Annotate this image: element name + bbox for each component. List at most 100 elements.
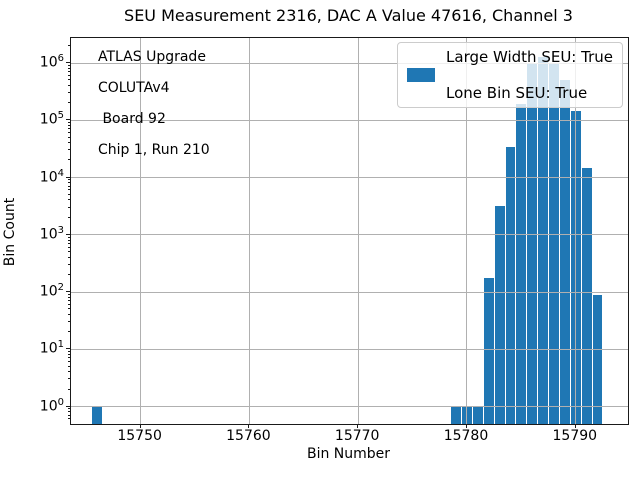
chart-title: SEU Measurement 2316, DAC A Value 47616,… [124, 6, 573, 25]
y-minor-tick-mark [67, 411, 70, 413]
histogram-bar [581, 167, 592, 424]
histogram-bar [592, 294, 603, 424]
x-gridline [575, 38, 577, 424]
y-gridline [71, 62, 628, 64]
x-tick-mark [574, 424, 576, 428]
y-tick-label: 103 [39, 224, 64, 243]
y-gridline [71, 291, 628, 293]
x-tick-label: 15770 [334, 428, 380, 444]
y-minor-tick-mark [67, 236, 70, 238]
y-minor-tick-mark [67, 308, 70, 310]
y-tick-mark [66, 119, 70, 121]
histogram-bar [483, 278, 494, 424]
histogram-bar [527, 64, 538, 424]
y-minor-tick-mark [67, 378, 70, 380]
y-gridline [71, 348, 628, 350]
y-minor-tick-mark [67, 296, 70, 298]
histogram-bar [560, 80, 570, 424]
y-minor-tick-mark [67, 136, 70, 138]
legend-label: Large Width SEU: True Lone Bin SEU: True [446, 48, 613, 102]
y-tick-label: 100 [39, 396, 64, 415]
y-minor-tick-mark [67, 354, 70, 356]
y-minor-tick-mark [67, 79, 70, 81]
y-minor-tick-mark [67, 179, 70, 181]
y-tick-mark [66, 405, 70, 407]
annotation-line-3: Board 92 [98, 111, 166, 127]
y-minor-tick-mark [67, 102, 70, 104]
y-tick-mark [66, 62, 70, 64]
histogram-bar [538, 56, 549, 424]
legend-line-2: Lone Bin SEU: True [446, 84, 588, 102]
y-minor-tick-mark [67, 365, 70, 367]
y-minor-tick-mark [67, 71, 70, 73]
y-minor-tick-mark [67, 132, 70, 134]
x-tick-mark [248, 424, 250, 428]
y-minor-tick-mark [67, 67, 70, 69]
y-minor-tick-mark [67, 242, 70, 244]
x-tick-mark [357, 424, 359, 428]
y-tick-mark [66, 233, 70, 235]
y-minor-tick-mark [67, 216, 70, 218]
y-tick-mark [66, 291, 70, 293]
histogram-bar [494, 206, 505, 424]
x-tick-label: 15760 [226, 428, 271, 444]
histogram-bar [451, 406, 461, 424]
y-tick-label: 101 [39, 339, 64, 358]
y-minor-tick-mark [67, 273, 70, 275]
y-minor-tick-mark [67, 351, 70, 353]
x-axis-label: Bin Number [306, 446, 391, 462]
y-tick-label: 102 [39, 282, 64, 300]
y-minor-tick-mark [67, 74, 70, 76]
y-minor-tick-mark [67, 300, 70, 302]
y-minor-tick-mark [67, 371, 70, 373]
y-minor-tick-mark [67, 246, 70, 248]
y-minor-tick-mark [67, 263, 70, 265]
y-tick-label: 105 [39, 110, 64, 129]
annotation-line-4: Chip 1, Run 210 [98, 142, 210, 158]
x-tick-mark [139, 424, 141, 428]
y-minor-tick-mark [67, 92, 70, 94]
y-minor-tick-mark [67, 193, 70, 195]
x-gridline [248, 38, 250, 424]
legend: Large Width SEU: True Lone Bin SEU: True [397, 42, 623, 108]
legend-swatch-icon [407, 68, 436, 82]
y-minor-tick-mark [67, 408, 70, 410]
y-minor-tick-mark [67, 414, 70, 416]
y-minor-tick-mark [67, 64, 70, 66]
y-minor-tick-mark [67, 314, 70, 316]
y-minor-tick-mark [67, 159, 70, 161]
histogram-bar [505, 147, 516, 424]
y-tick-mark [66, 176, 70, 178]
y-gridline [71, 119, 628, 121]
annotation-line-1: ATLAS Upgrade [98, 49, 206, 65]
x-tick-mark [465, 424, 467, 428]
y-minor-tick-mark [67, 189, 70, 191]
y-minor-tick-mark [67, 149, 70, 151]
y-minor-tick-mark [67, 122, 70, 124]
legend-line-1: Large Width SEU: True [446, 48, 613, 66]
y-tick-label: 104 [39, 167, 64, 186]
y-minor-tick-mark [67, 182, 70, 184]
histogram-bar [472, 406, 483, 424]
y-minor-tick-mark [67, 206, 70, 208]
y-minor-tick-mark [67, 388, 70, 390]
y-minor-tick-mark [67, 418, 70, 420]
y-minor-tick-mark [67, 44, 70, 46]
y-minor-tick-mark [67, 185, 70, 187]
histogram-bar [549, 63, 559, 424]
y-minor-tick-mark [67, 303, 70, 305]
x-tick-label: 15790 [552, 428, 598, 444]
y-gridline [71, 406, 628, 408]
y-minor-tick-mark [67, 142, 70, 144]
y-minor-tick-mark [67, 293, 70, 295]
y-minor-tick-mark [67, 128, 70, 130]
x-tick-label: 15750 [117, 428, 162, 444]
y-axis-label: Bin Count [2, 197, 18, 267]
y-minor-tick-mark [67, 239, 70, 241]
x-tick-label: 15780 [443, 428, 489, 444]
x-gridline [357, 38, 359, 424]
y-minor-tick-mark [67, 361, 70, 363]
y-minor-tick-mark [67, 256, 70, 258]
annotation-block: ATLAS Upgrade COLUTAv4 Board 92 Chip 1, … [98, 49, 210, 159]
